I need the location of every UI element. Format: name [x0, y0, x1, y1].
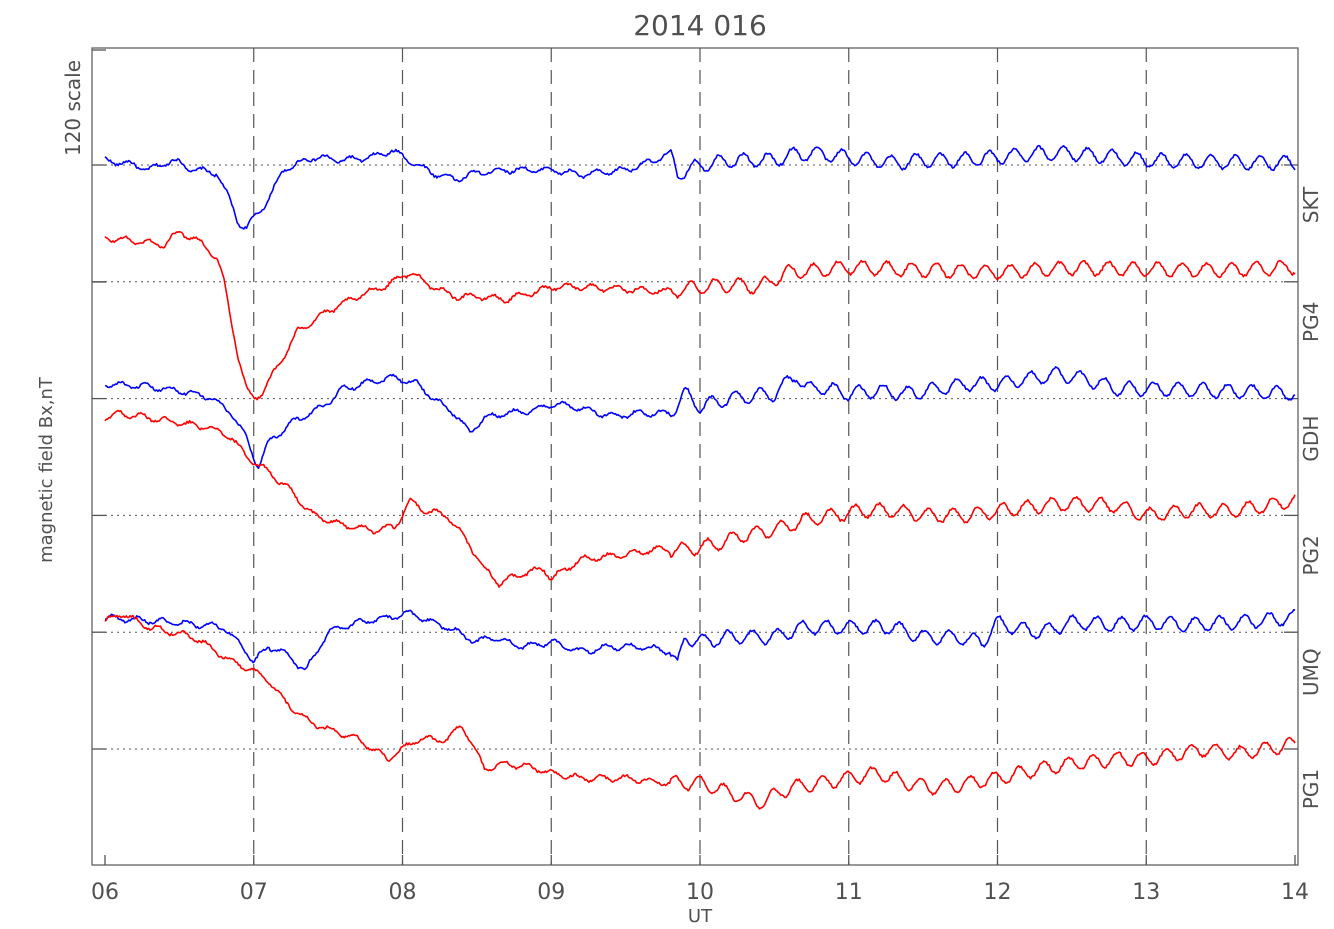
trace-pg4 — [104, 231, 1296, 401]
y-axis-label: magnetic field Bx,nT — [36, 376, 57, 563]
x-tick-label: 06 — [91, 880, 119, 905]
trace-umq — [104, 608, 1296, 671]
x-axis: 06 07 08 09 10 11 12 13 14 — [91, 855, 1309, 905]
trace-pg1 — [104, 614, 1296, 810]
station-label-umq: UMQ — [1299, 648, 1323, 696]
scale-label: 120 scale — [61, 60, 85, 156]
trace-skt — [104, 144, 1296, 230]
station-label-skt: SKT — [1299, 186, 1323, 223]
vertical-grid — [253, 48, 1147, 865]
station-labels: SKT PG4 GDH PG2 UMQ PG1 — [1299, 186, 1323, 809]
station-label-pg4: PG4 — [1299, 302, 1323, 342]
chart-title: 2014 016 — [633, 9, 767, 42]
trace-gdh — [104, 366, 1296, 470]
station-label-pg2: PG2 — [1299, 535, 1323, 575]
station-label-pg1: PG1 — [1299, 769, 1323, 809]
x-tick-label: 14 — [1281, 880, 1309, 905]
x-tick-label: 08 — [389, 880, 417, 905]
x-axis-label: UT — [688, 906, 713, 927]
x-tick-label: 10 — [686, 880, 714, 905]
station-label-gdh: GDH — [1299, 416, 1323, 462]
x-tick-label: 11 — [835, 880, 863, 905]
station-traces — [104, 144, 1296, 810]
x-tick-label: 12 — [984, 880, 1012, 905]
plot-frame — [91, 47, 1299, 866]
x-tick-label: 07 — [240, 880, 268, 905]
x-tick-label: 09 — [537, 880, 565, 905]
x-tick-label: 13 — [1132, 880, 1160, 905]
trace-pg2 — [104, 409, 1296, 588]
